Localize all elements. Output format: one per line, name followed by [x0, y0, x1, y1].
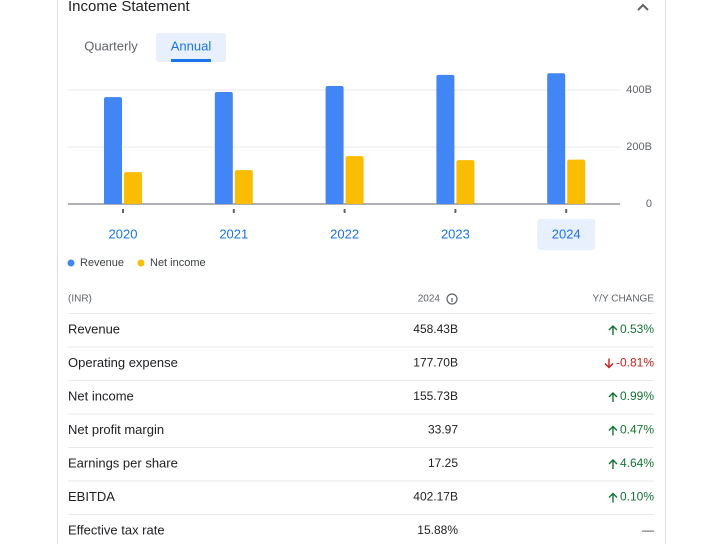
tab[interactable]: Quarterly — [84, 38, 138, 53]
row-change: 4.64% — [620, 456, 654, 470]
legend-dot — [67, 259, 75, 267]
legend-dot — [137, 259, 145, 267]
tab-underline — [171, 59, 211, 62]
row-value: 15.88% — [417, 523, 458, 537]
category-selected-bg — [537, 219, 596, 250]
x-tick-label[interactable]: 2020 — [109, 226, 138, 241]
y-tick-label: 0 — [646, 198, 652, 210]
row-value: 402.17B — [413, 490, 458, 504]
row-value: 177.70B — [413, 356, 458, 370]
row-change: -0.81% — [616, 356, 654, 370]
row-change: 0.10% — [620, 490, 654, 504]
bar — [124, 172, 142, 204]
legend-label: Net income — [150, 257, 206, 269]
bar — [214, 91, 233, 204]
change-arrow — [608, 392, 618, 402]
bar — [234, 170, 253, 204]
bar — [104, 97, 122, 204]
bar — [567, 159, 586, 204]
change-arrow — [608, 425, 618, 436]
tab[interactable]: Annual — [171, 38, 212, 53]
row-change: 0.99% — [620, 389, 654, 403]
row-label: Net profit margin — [68, 422, 164, 437]
bar — [547, 73, 566, 205]
bar — [345, 156, 364, 204]
row-value: 458.43B — [413, 322, 458, 336]
y-tick-label: 400B — [626, 84, 652, 96]
row-change: — — [642, 523, 654, 537]
y-tick-label: 200B — [626, 141, 652, 153]
section-title: Income Statement — [68, 0, 191, 15]
bar — [456, 160, 475, 204]
row-change: 0.47% — [620, 423, 654, 437]
tab-selected-bg — [156, 33, 226, 62]
table-header: 2024 — [418, 294, 441, 305]
x-tick-label[interactable]: 2023 — [441, 226, 470, 241]
x-tick-label[interactable]: 2022 — [330, 226, 359, 241]
row-label: Operating expense — [68, 355, 178, 370]
change-arrow — [608, 459, 618, 469]
change-arrow — [608, 492, 618, 503]
row-value: 17.25 — [428, 456, 458, 470]
row-value: 155.73B — [413, 389, 458, 403]
bar — [325, 85, 344, 204]
x-tick-label[interactable]: 2024 — [552, 226, 581, 241]
row-label: EBITDA — [68, 489, 115, 504]
change-arrow — [608, 325, 618, 335]
row-value: 33.97 — [428, 423, 458, 437]
table-header: Y/Y CHANGE — [593, 294, 655, 305]
row-change: 0.53% — [620, 322, 654, 336]
row-label: Earnings per share — [68, 455, 178, 470]
x-tick-label[interactable]: 2021 — [219, 226, 248, 241]
bar — [436, 74, 455, 205]
legend-label: Revenue — [80, 257, 124, 269]
row-label: Net income — [68, 388, 134, 403]
table-header: (INR) — [68, 294, 92, 305]
collapse-icon[interactable] — [637, 3, 649, 11]
info-icon[interactable] — [446, 293, 458, 305]
change-arrow — [604, 358, 614, 369]
row-label: Effective tax rate — [68, 522, 165, 537]
row-label: Revenue — [68, 321, 120, 336]
